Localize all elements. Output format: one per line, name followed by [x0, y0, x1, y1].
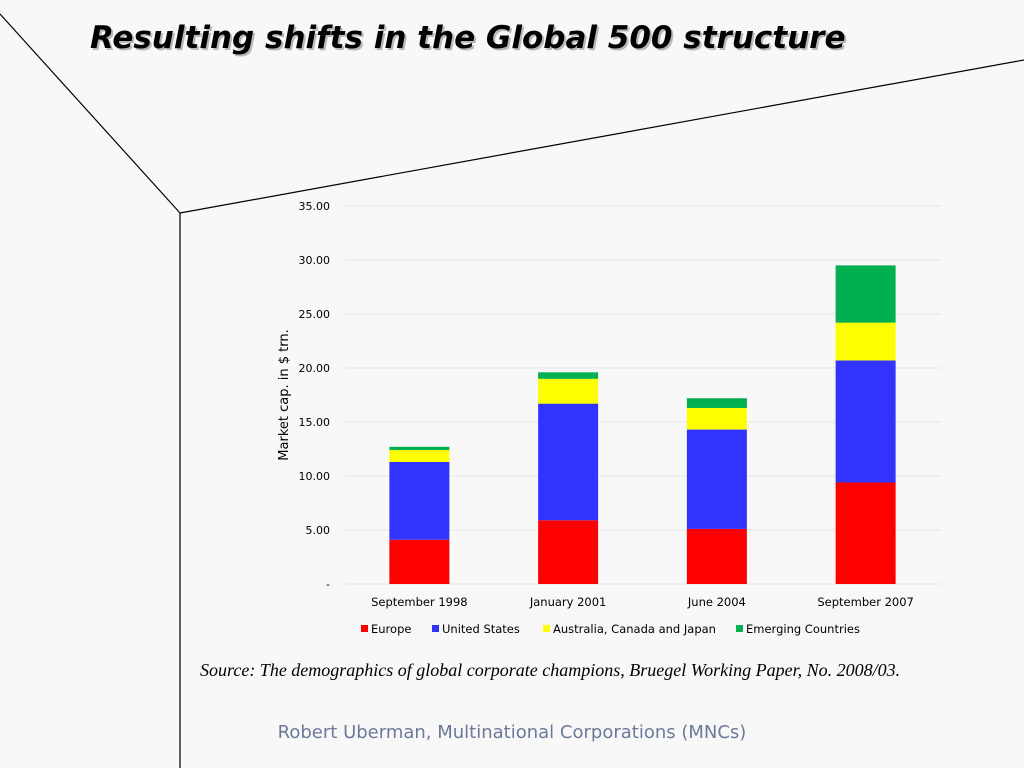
legend-swatch — [432, 625, 439, 632]
x-tick-label: June 2004 — [687, 595, 746, 609]
bar-segment — [389, 461, 450, 540]
bar-segment — [686, 429, 747, 529]
bar-segment — [389, 539, 450, 584]
bar-segment — [389, 446, 450, 451]
bar-segment — [538, 520, 599, 584]
x-axis-ticks: September 1998 January 2001 June 2004 Septe… — [371, 595, 914, 609]
x-tick-label: September 2007 — [817, 595, 914, 609]
bars — [389, 265, 896, 584]
bar-segment — [835, 360, 896, 483]
y-tick-label: 35.00 — [299, 200, 331, 213]
bar-segment — [538, 378, 599, 404]
y-tick-label: 5.00 — [306, 524, 331, 537]
x-tick-label: January 2001 — [529, 595, 607, 609]
legend-swatch — [543, 625, 550, 632]
legend: Europe United States Australia, Canada and… — [361, 622, 860, 636]
bar-segment — [835, 482, 896, 584]
y-tick-label: 20.00 — [299, 362, 331, 375]
bar-segment — [686, 528, 747, 584]
legend-swatch — [736, 625, 743, 632]
footer-credit: Robert Uberman, Multinational Corporatio… — [277, 722, 747, 743]
y-tick-label: 25.00 — [299, 308, 331, 321]
bar-segment — [538, 372, 599, 379]
source-note: Source: The demographics of global corpo… — [200, 660, 901, 680]
legend-label: Emerging Countries — [746, 622, 860, 636]
bar-segment — [835, 265, 896, 323]
diagonal-line — [0, 13, 181, 214]
legend-swatch — [361, 625, 368, 632]
y-axis-label: Market cap. in $ trn. — [277, 329, 292, 460]
legend-label: Australia, Canada and Japan — [553, 622, 716, 636]
bar-segment — [389, 450, 450, 462]
y-tick-label: 15.00 — [299, 416, 331, 429]
y-tick-label: 30.00 — [299, 254, 331, 267]
slide-title: Resulting shifts in the Global 500 struc… — [90, 20, 846, 56]
bar-segment — [538, 403, 599, 521]
y-tick-label: 10.00 — [299, 470, 331, 483]
y-axis-ticks: - 5.00 10.00 15.00 20.00 25.00 30.00 35.00 — [299, 200, 331, 591]
x-tick-label: September 1998 — [371, 595, 468, 609]
bar-segment — [835, 322, 896, 361]
bar-segment — [686, 398, 747, 408]
legend-label: United States — [442, 622, 520, 636]
bar-segment — [686, 407, 747, 430]
y-tick-label: - — [326, 578, 330, 591]
horizon-line — [179, 59, 1024, 214]
legend-label: Europe — [371, 622, 411, 636]
